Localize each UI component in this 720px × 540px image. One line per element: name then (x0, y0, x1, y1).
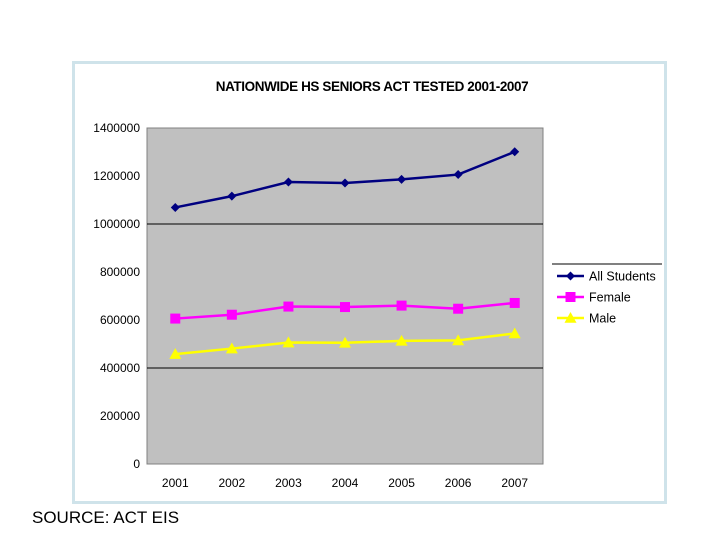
data-point (340, 178, 350, 188)
x-tick-label: 2007 (501, 476, 528, 490)
data-point (169, 348, 182, 359)
x-tick-label: 2001 (162, 476, 189, 490)
x-tick-label: 2004 (332, 476, 359, 490)
x-tick-label: 2002 (219, 476, 246, 490)
data-point (395, 334, 408, 346)
data-point (453, 170, 463, 180)
legend-item: All Students (557, 270, 656, 284)
x-tick-label: 2003 (275, 476, 302, 490)
legend-label: Female (589, 291, 631, 305)
data-point (396, 300, 407, 311)
series-all-students (170, 147, 520, 212)
data-point (340, 302, 350, 313)
series-group (169, 147, 521, 359)
data-point (453, 303, 464, 314)
data-point (226, 309, 237, 320)
y-tick-label: 1000000 (93, 217, 140, 231)
legend-marker (565, 292, 576, 302)
data-point (283, 301, 294, 312)
plot-area (146, 127, 544, 465)
data-point (283, 177, 293, 187)
data-point (170, 202, 180, 212)
y-axis-ticks: 0 200000 400000 600000 800000 1000000 1200000 1… (93, 121, 140, 471)
data-point (339, 336, 351, 348)
data-point (508, 327, 521, 339)
data-point (452, 334, 465, 346)
data-point (225, 342, 238, 354)
data-point (397, 174, 407, 184)
legend: All Students Female Male (552, 263, 662, 326)
legend-item: Female (557, 291, 631, 305)
legend-label: All Students (589, 270, 656, 284)
chart-title: NATIONWIDE HS SENIORS ACT TESTED 2001-20… (216, 79, 529, 94)
y-tick-label: 1400000 (93, 121, 140, 135)
y-tick-label: 0 (133, 457, 140, 471)
x-tick-label: 2006 (445, 476, 472, 490)
legend-label: Male (589, 312, 616, 326)
gridlines (147, 223, 543, 369)
series-male (169, 327, 521, 359)
data-point (170, 313, 181, 324)
y-tick-label: 200000 (100, 409, 140, 423)
y-tick-label: 800000 (100, 265, 140, 279)
x-axis-ticks: 2001 2002 2003 2004 2005 2006 2007 (162, 476, 528, 490)
y-tick-label: 400000 (100, 361, 140, 375)
data-point (509, 297, 520, 308)
legend-marker (564, 312, 577, 323)
data-point (510, 147, 520, 157)
legend-item: Male (557, 312, 616, 326)
data-point (227, 191, 237, 201)
source-note: SOURCE: ACT EIS (32, 508, 180, 527)
data-point (282, 336, 295, 348)
x-tick-label: 2005 (388, 476, 415, 490)
y-tick-label: 1200000 (93, 169, 140, 183)
y-tick-label: 600000 (100, 313, 140, 327)
series-female (170, 297, 520, 324)
legend-marker (566, 271, 575, 281)
